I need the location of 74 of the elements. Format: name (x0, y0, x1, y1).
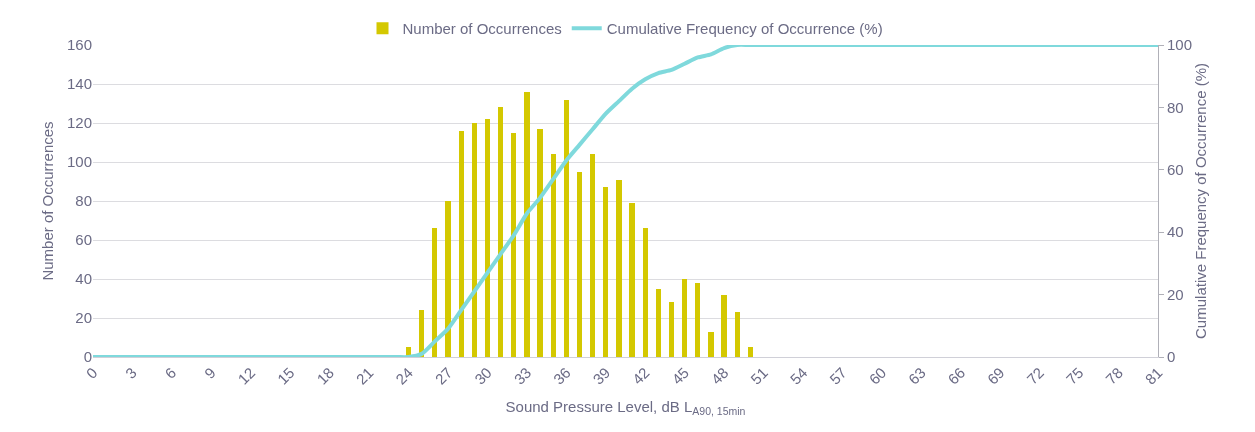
x-tick-label: 6 (161, 363, 180, 382)
x-tick-label: 39 (589, 363, 614, 388)
legend-label: Number of Occurrences (402, 20, 562, 38)
bar (459, 131, 464, 357)
x-tick-label: 42 (628, 363, 653, 388)
x-tick-label: 24 (392, 363, 416, 388)
y-tick-label: 80 (75, 192, 92, 210)
bar (564, 100, 569, 357)
bar (419, 310, 424, 357)
x-tick-label: 9 (200, 363, 219, 382)
x-tick-label: 15 (273, 363, 298, 388)
bar (524, 92, 530, 357)
bar (577, 172, 582, 357)
x-tick-label: 21 (352, 363, 377, 388)
x-tick-label: 18 (313, 363, 338, 388)
y-tick-label: 20 (75, 309, 92, 327)
y-tick-label: 140 (66, 75, 92, 93)
x-tick-label: 30 (471, 363, 495, 388)
bar (445, 201, 451, 357)
x-tick-label: 45 (668, 363, 693, 388)
bar (682, 279, 687, 357)
x-tick-label: 69 (983, 363, 1008, 388)
bar (748, 347, 753, 357)
bar (590, 154, 595, 357)
x-tick-label: 54 (786, 363, 811, 388)
bar (472, 123, 477, 357)
x-tick-label: 3 (121, 363, 140, 382)
bar (551, 154, 556, 357)
y-tick-label: 160 (66, 36, 92, 54)
y2-axis-title: Cumulative Frequency of Occurrence (%) (1191, 63, 1209, 339)
x-tick-label: 63 (904, 363, 929, 388)
bar (616, 180, 622, 357)
x-tick-label: 33 (510, 363, 535, 388)
x-tick-label: 60 (865, 363, 890, 388)
bar (656, 289, 661, 357)
y-tick-label: 0 (83, 348, 92, 366)
x-axis-title: Sound Pressure Level, dB L$_{A90, 15min}$ (505, 398, 746, 418)
bar (432, 228, 437, 357)
x-tick-label: 66 (944, 363, 969, 388)
x-tick-label: 27 (431, 363, 456, 388)
bar (708, 332, 714, 357)
y2-tick-label: 40 (1167, 223, 1184, 241)
bar (695, 283, 700, 357)
y-tick-label: 100 (66, 153, 92, 171)
x-tick-label: 78 (1102, 363, 1126, 388)
y-tick-label: 120 (66, 114, 92, 132)
y-tick-label: 60 (75, 231, 92, 249)
y2-tick-label: 0 (1167, 348, 1176, 366)
bar (485, 119, 490, 357)
bar (643, 228, 648, 357)
bar (498, 107, 503, 357)
x-tick-label: 75 (1062, 363, 1087, 388)
x-tick-label: 12 (234, 363, 259, 388)
bar (669, 302, 674, 357)
x-tick-label: 48 (707, 363, 732, 388)
y2-tick-label: 60 (1167, 161, 1184, 179)
y2-tick-label: 20 (1167, 285, 1184, 303)
y2-tick-label: 80 (1167, 98, 1184, 116)
bar (721, 295, 727, 357)
bar (603, 187, 608, 357)
x-tick-label: 81 (1141, 363, 1166, 388)
y-axis-title: Number of Occurrences (39, 121, 56, 281)
x-tick-label: 36 (549, 363, 574, 388)
bar (629, 203, 635, 357)
legend-label: Cumulative Frequency of Occurrence (%) (606, 20, 883, 38)
x-tick-label: 72 (1023, 363, 1048, 388)
line-series (93, 45, 1158, 357)
y2-tick-label: 100 (1167, 36, 1193, 54)
x-tick-label: 51 (747, 363, 771, 388)
y-tick-label: 40 (75, 270, 92, 288)
bar (735, 312, 740, 357)
bar (511, 133, 516, 357)
x-tick-label: 57 (826, 363, 850, 388)
bar (537, 129, 543, 357)
